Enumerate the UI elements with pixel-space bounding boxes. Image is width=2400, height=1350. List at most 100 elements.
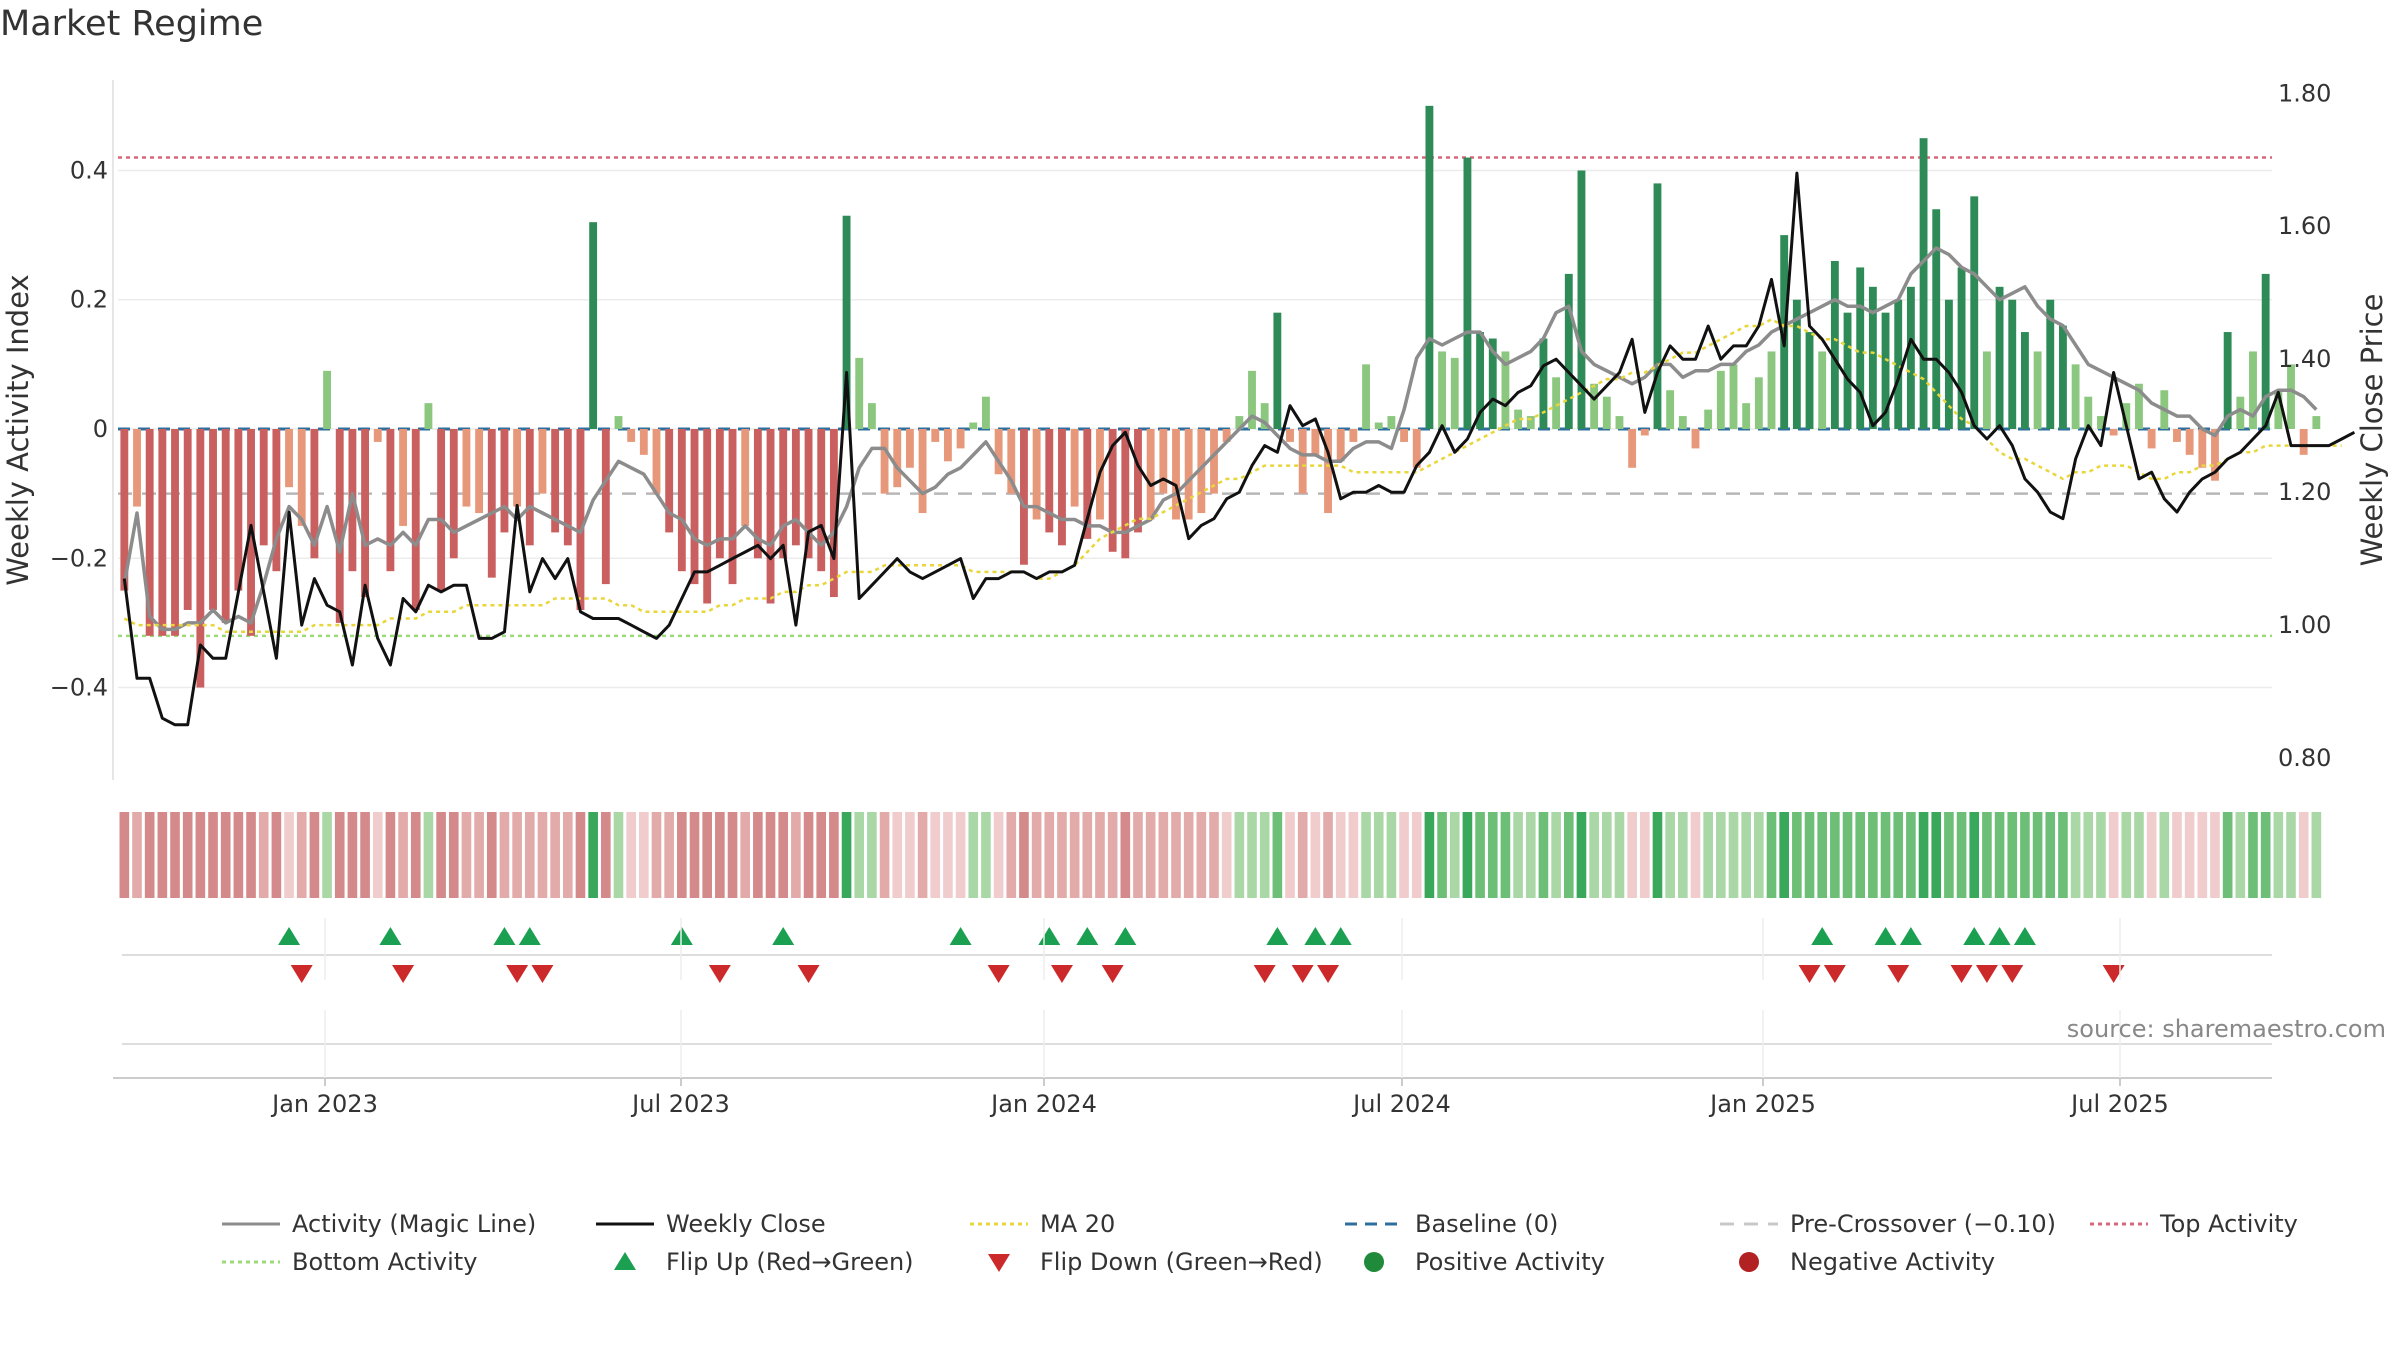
activity-bar bbox=[1615, 416, 1624, 429]
regime-cell bbox=[1006, 812, 1017, 898]
flip-up-marker bbox=[1899, 927, 1922, 945]
activity-bar bbox=[1678, 416, 1687, 429]
flip-down-marker bbox=[1317, 965, 1340, 983]
regime-cell bbox=[2146, 812, 2157, 898]
regime-cell bbox=[2070, 812, 2081, 898]
legend-item: Pre-Crossover (−0.10) bbox=[1720, 1210, 2056, 1238]
regime-cell bbox=[550, 812, 560, 898]
regime-cell bbox=[854, 812, 865, 898]
activity-bar bbox=[2236, 396, 2245, 429]
regime-cell bbox=[448, 812, 459, 898]
activity-bar bbox=[2059, 325, 2067, 429]
activity-bar bbox=[1311, 429, 1320, 455]
legend-item: Flip Up (Red→Green) bbox=[614, 1248, 914, 1276]
legend-label: Activity (Magic Line) bbox=[292, 1210, 536, 1238]
regime-cell bbox=[385, 812, 396, 898]
activity-bar bbox=[449, 429, 458, 559]
activity-bar bbox=[982, 396, 990, 429]
regime-cell bbox=[512, 812, 522, 898]
regime-cell bbox=[677, 812, 687, 898]
regime-cell bbox=[1133, 812, 1143, 898]
legend-label: Top Activity bbox=[2159, 1210, 2298, 1238]
legend-item: Baseline (0) bbox=[1345, 1210, 1558, 1238]
right-tick-label: 1.80 bbox=[2278, 79, 2331, 107]
activity-bar bbox=[1501, 351, 1510, 429]
activity-bar bbox=[1754, 377, 1763, 429]
activity-bar bbox=[1172, 429, 1180, 520]
activity-bar bbox=[2249, 351, 2257, 429]
activity-bars bbox=[120, 105, 2321, 688]
regime-cell bbox=[943, 812, 953, 898]
left-tick-label: −0.2 bbox=[50, 544, 108, 572]
regime-cell bbox=[1982, 812, 1992, 898]
activity-bar bbox=[1881, 312, 1890, 429]
regime-cell bbox=[334, 812, 345, 898]
activity-bar bbox=[310, 429, 319, 559]
x-tick-label: Jul 2025 bbox=[2069, 1090, 2169, 1118]
regime-cell bbox=[144, 812, 155, 898]
activity-bar bbox=[538, 429, 547, 494]
regime-cell bbox=[1031, 812, 1042, 898]
flip-down-marker bbox=[1101, 965, 1124, 983]
activity-bar bbox=[1159, 429, 1168, 494]
regime-cell bbox=[575, 812, 586, 898]
regime-cell bbox=[1792, 812, 1802, 898]
regime-cell bbox=[867, 812, 877, 898]
activity-bar bbox=[1184, 429, 1193, 520]
regime-cell bbox=[1893, 812, 1904, 898]
activity-bar bbox=[221, 429, 230, 623]
x-tick-label: Jan 2024 bbox=[989, 1090, 1097, 1118]
activity-bar bbox=[2299, 429, 2308, 455]
activity-bar bbox=[842, 215, 851, 429]
activity-bar bbox=[2312, 416, 2321, 429]
regime-cell bbox=[753, 812, 763, 898]
regime-cell bbox=[1551, 812, 1561, 898]
regime-cell bbox=[2083, 812, 2094, 898]
flip-down-marker bbox=[2001, 965, 2024, 983]
regime-cell bbox=[892, 812, 903, 898]
activity-bar bbox=[1590, 383, 1599, 429]
regime-cell bbox=[639, 812, 649, 898]
ma20-line bbox=[123, 318, 2342, 634]
regime-cell bbox=[1931, 812, 1942, 898]
regime-cell bbox=[1994, 812, 2005, 898]
activity-bar bbox=[1260, 403, 1269, 429]
activity-bar bbox=[1070, 429, 1079, 507]
activity-bar bbox=[1919, 138, 1928, 429]
activity-bar bbox=[1856, 267, 1865, 429]
regime-cell bbox=[2108, 812, 2119, 898]
regime-cell bbox=[1500, 812, 1511, 898]
regime-cell bbox=[2121, 812, 2132, 898]
regime-cell bbox=[2298, 812, 2309, 898]
flip-down-marker bbox=[1253, 965, 1276, 983]
regime-cell bbox=[1158, 812, 1169, 898]
regime-cell bbox=[1335, 812, 1346, 898]
activity-bar bbox=[1944, 299, 1953, 429]
activity-bar bbox=[2261, 273, 2270, 429]
legend-label: Positive Activity bbox=[1415, 1248, 1605, 1276]
left-tick-label: 0 bbox=[93, 415, 108, 443]
activity-bar bbox=[817, 429, 826, 572]
activity-bar bbox=[2008, 299, 2017, 429]
regime-cell bbox=[651, 812, 662, 898]
regime-cell bbox=[2248, 812, 2258, 898]
regime-cell bbox=[2210, 812, 2220, 898]
regime-cell bbox=[1171, 812, 1181, 898]
x-tick-label: Jul 2024 bbox=[1351, 1090, 1451, 1118]
regime-cell bbox=[2197, 812, 2208, 898]
flip-up-marker bbox=[1114, 927, 1137, 945]
regime-cell bbox=[1944, 812, 1954, 898]
legend-label: Weekly Close bbox=[666, 1210, 826, 1238]
regime-cell bbox=[1563, 812, 1574, 898]
activity-bar bbox=[1894, 299, 1903, 429]
regime-cell bbox=[1703, 812, 1713, 898]
activity-bar bbox=[500, 429, 509, 533]
activity-bar bbox=[171, 429, 179, 636]
activity-bar bbox=[1970, 196, 1979, 429]
activity-bar bbox=[1552, 377, 1561, 429]
flip-up-marker bbox=[2013, 927, 2036, 945]
activity-bar bbox=[1412, 429, 1421, 468]
activity-bar bbox=[563, 429, 572, 546]
activity-bar bbox=[931, 429, 940, 442]
regime-cell bbox=[1804, 812, 1815, 898]
